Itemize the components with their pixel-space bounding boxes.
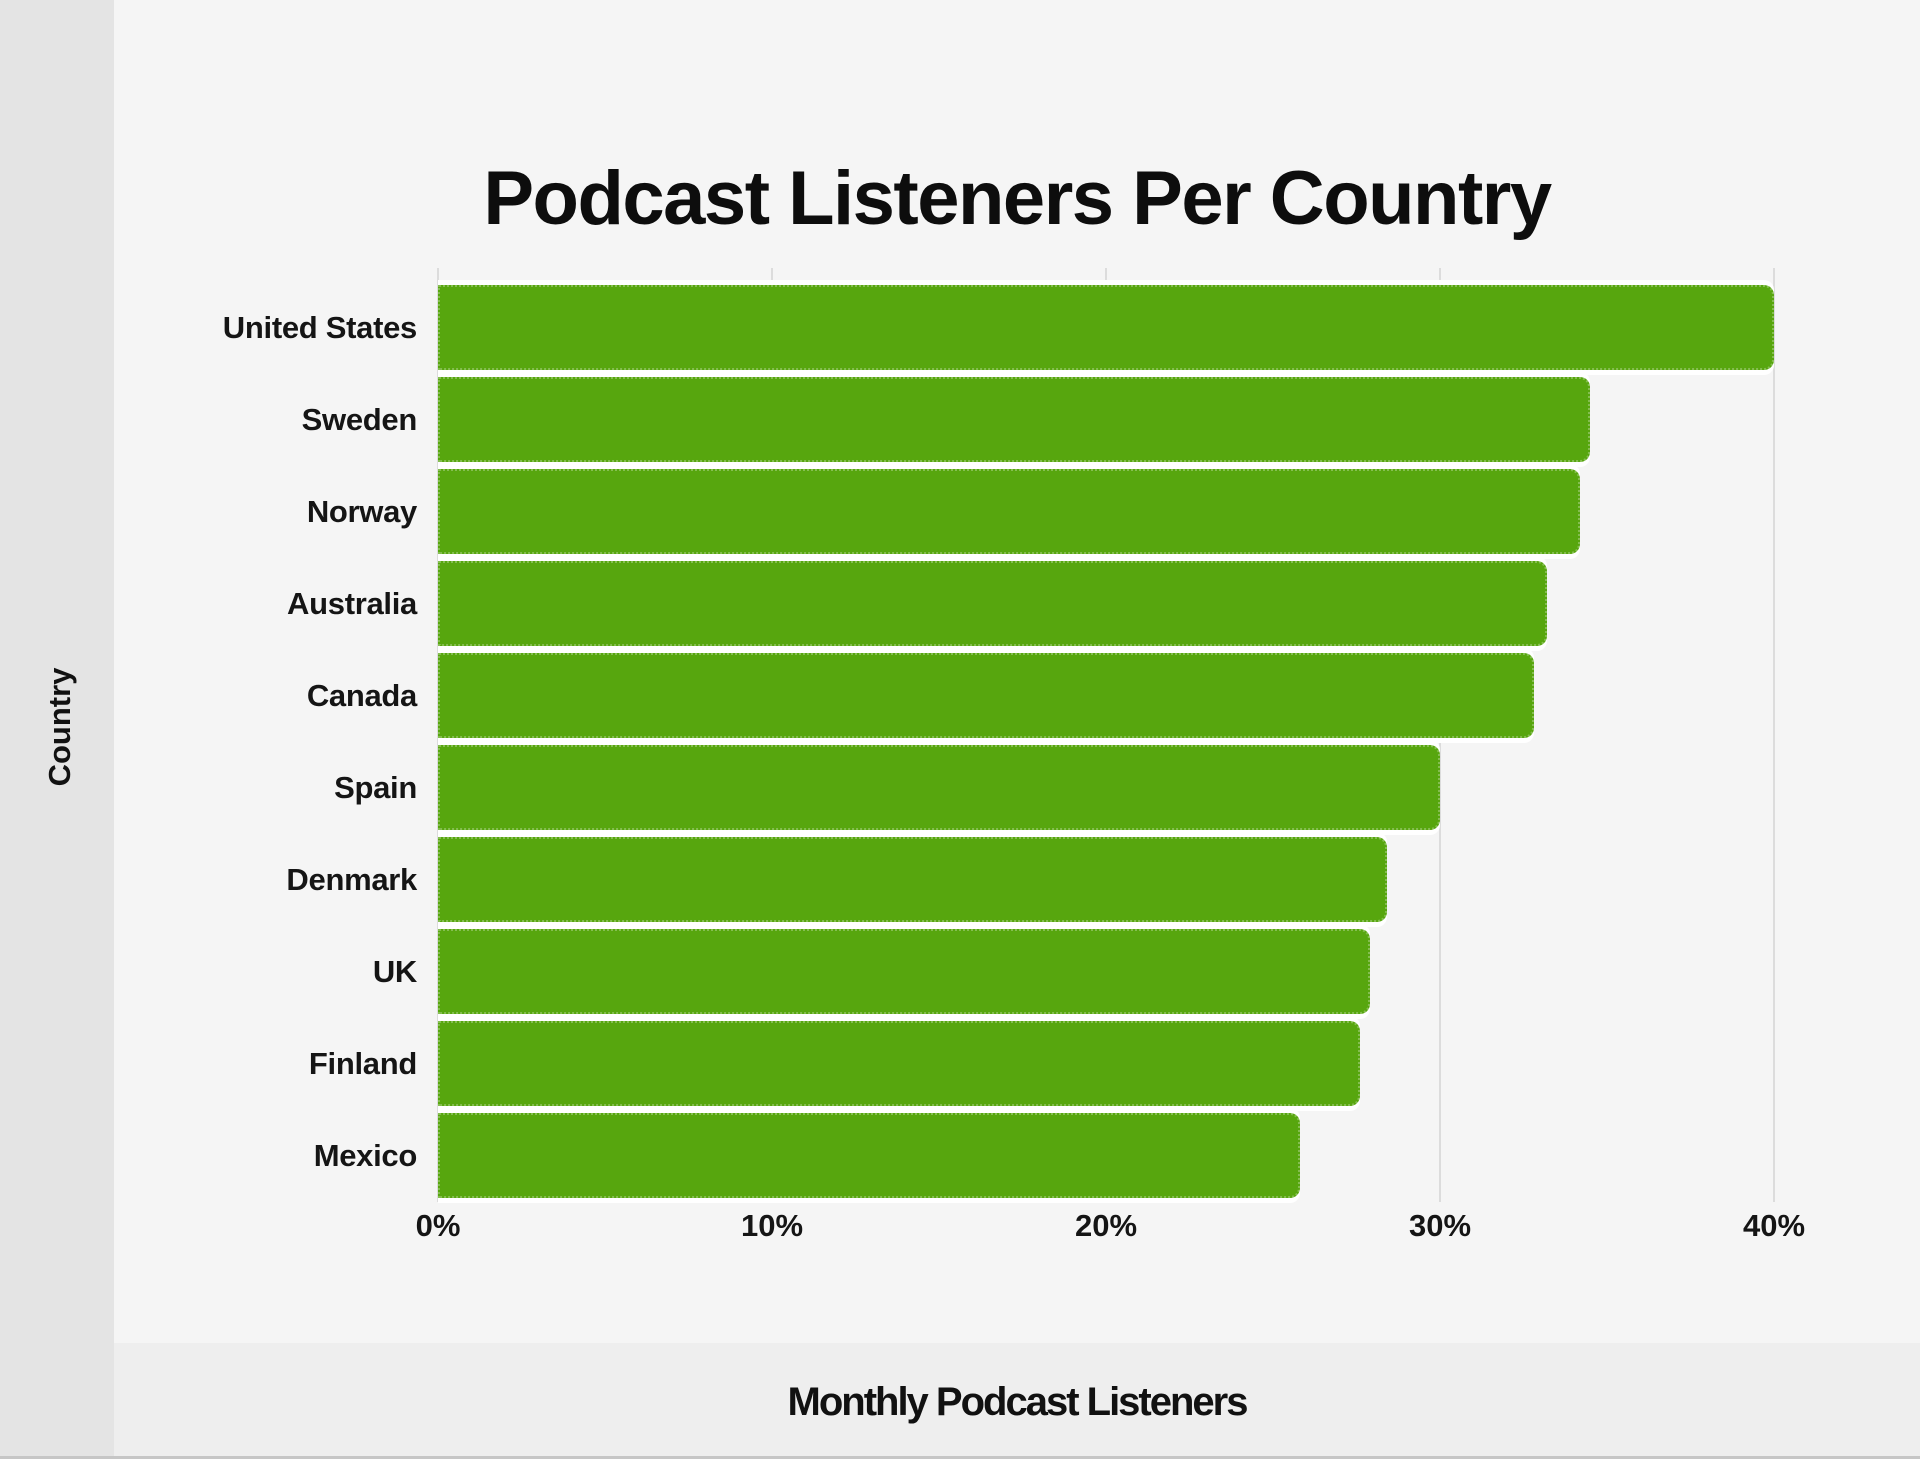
chart-title: Podcast Listeners Per Country [483, 155, 1552, 241]
bar-7 [438, 929, 1370, 1014]
bar-1 [438, 377, 1590, 462]
page-bottom-edge [0, 1456, 1920, 1459]
x-axis-title: Monthly Podcast Listeners [787, 1380, 1249, 1424]
x-tick-label-20: 20% [1074, 1208, 1138, 1243]
x-tick-label-0: 0% [415, 1208, 461, 1243]
bar-label-7: UK [372, 954, 417, 989]
x-tick-label-40: 40% [1742, 1208, 1806, 1243]
bar-9 [438, 1113, 1300, 1198]
bar-4 [438, 653, 1534, 738]
bar-2 [438, 469, 1580, 554]
bar-label-3: Australia [287, 586, 417, 621]
bar-8 [438, 1021, 1360, 1106]
bar-6 [438, 837, 1387, 922]
bar-3 [438, 561, 1547, 646]
page-left-margin [0, 0, 114, 1459]
bar-label-1: Sweden [301, 402, 418, 437]
bar-0 [438, 285, 1774, 370]
x-tick-label-10: 10% [740, 1208, 804, 1243]
bar-label-6: Denmark [286, 862, 417, 897]
bar-label-0: United States [222, 310, 418, 345]
bar-label-5: Spain [334, 770, 417, 805]
gridline-40 [1773, 268, 1775, 1202]
footer-band [114, 1343, 1920, 1459]
bar-label-8: Finland [308, 1046, 417, 1081]
bar-label-2: Norway [306, 494, 417, 529]
bar-label-9: Mexico [313, 1138, 418, 1173]
bar-label-4: Canada [306, 678, 417, 713]
x-tick-label-30: 30% [1408, 1208, 1472, 1243]
bar-5 [438, 745, 1440, 830]
